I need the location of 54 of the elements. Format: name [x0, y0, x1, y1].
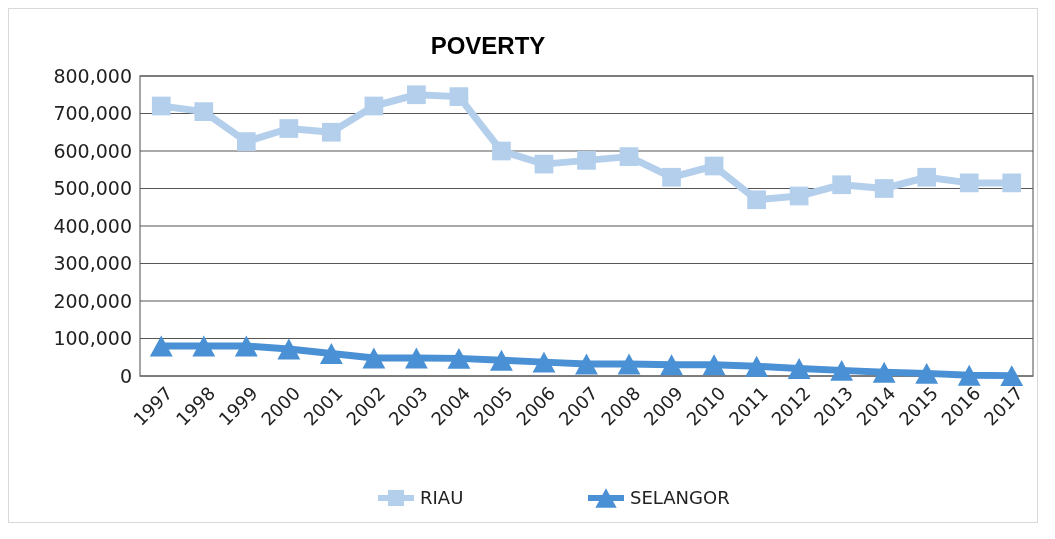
chart-title: POVERTY: [430, 32, 546, 59]
point: [447, 347, 471, 369]
point: [492, 141, 511, 161]
point: [747, 190, 766, 210]
point: [192, 335, 216, 357]
point: [745, 355, 769, 377]
point: [151, 96, 171, 116]
point: [490, 349, 513, 371]
point: [787, 358, 811, 379]
point: [789, 186, 809, 206]
point: [874, 179, 894, 198]
point: [534, 154, 554, 174]
point: [957, 364, 981, 386]
point: [619, 147, 639, 166]
point: [660, 354, 683, 376]
point: [277, 338, 301, 360]
point: [617, 353, 641, 375]
point: [234, 335, 258, 357]
point: [236, 132, 256, 151]
point: [915, 362, 939, 384]
point: [404, 347, 428, 369]
point: [322, 122, 341, 142]
point: [702, 354, 726, 376]
point: [319, 343, 343, 364]
point: [194, 102, 214, 121]
point: [362, 347, 386, 369]
point: [575, 353, 598, 375]
y-tick-label: 100,000: [53, 327, 132, 350]
point: [407, 85, 426, 105]
y-tick-label: 700,000: [53, 102, 132, 125]
y-tick-label: 400,000: [53, 214, 132, 237]
legend-label: RIAU: [420, 487, 464, 509]
point: [872, 361, 896, 383]
point: [364, 96, 384, 116]
point: [279, 119, 299, 138]
point: [532, 351, 556, 373]
legend-label: SELANGOR: [630, 487, 730, 509]
y-tick-label: 800,000: [53, 64, 132, 87]
point: [1000, 365, 1024, 387]
y-tick-label: 0: [119, 364, 132, 387]
point: [917, 167, 937, 187]
point: [449, 87, 469, 106]
y-tick-label: 500,000: [53, 177, 132, 200]
point: [832, 175, 851, 195]
y-tick-label: 200,000: [53, 289, 132, 312]
point: [959, 173, 979, 193]
point: [1002, 173, 1022, 193]
point: [149, 335, 173, 357]
y-tick-label: 300,000: [53, 252, 132, 275]
y-tick-label: 600,000: [53, 139, 132, 162]
point: [830, 359, 854, 381]
point: [704, 156, 724, 176]
point: [577, 151, 596, 170]
point: [662, 167, 681, 187]
